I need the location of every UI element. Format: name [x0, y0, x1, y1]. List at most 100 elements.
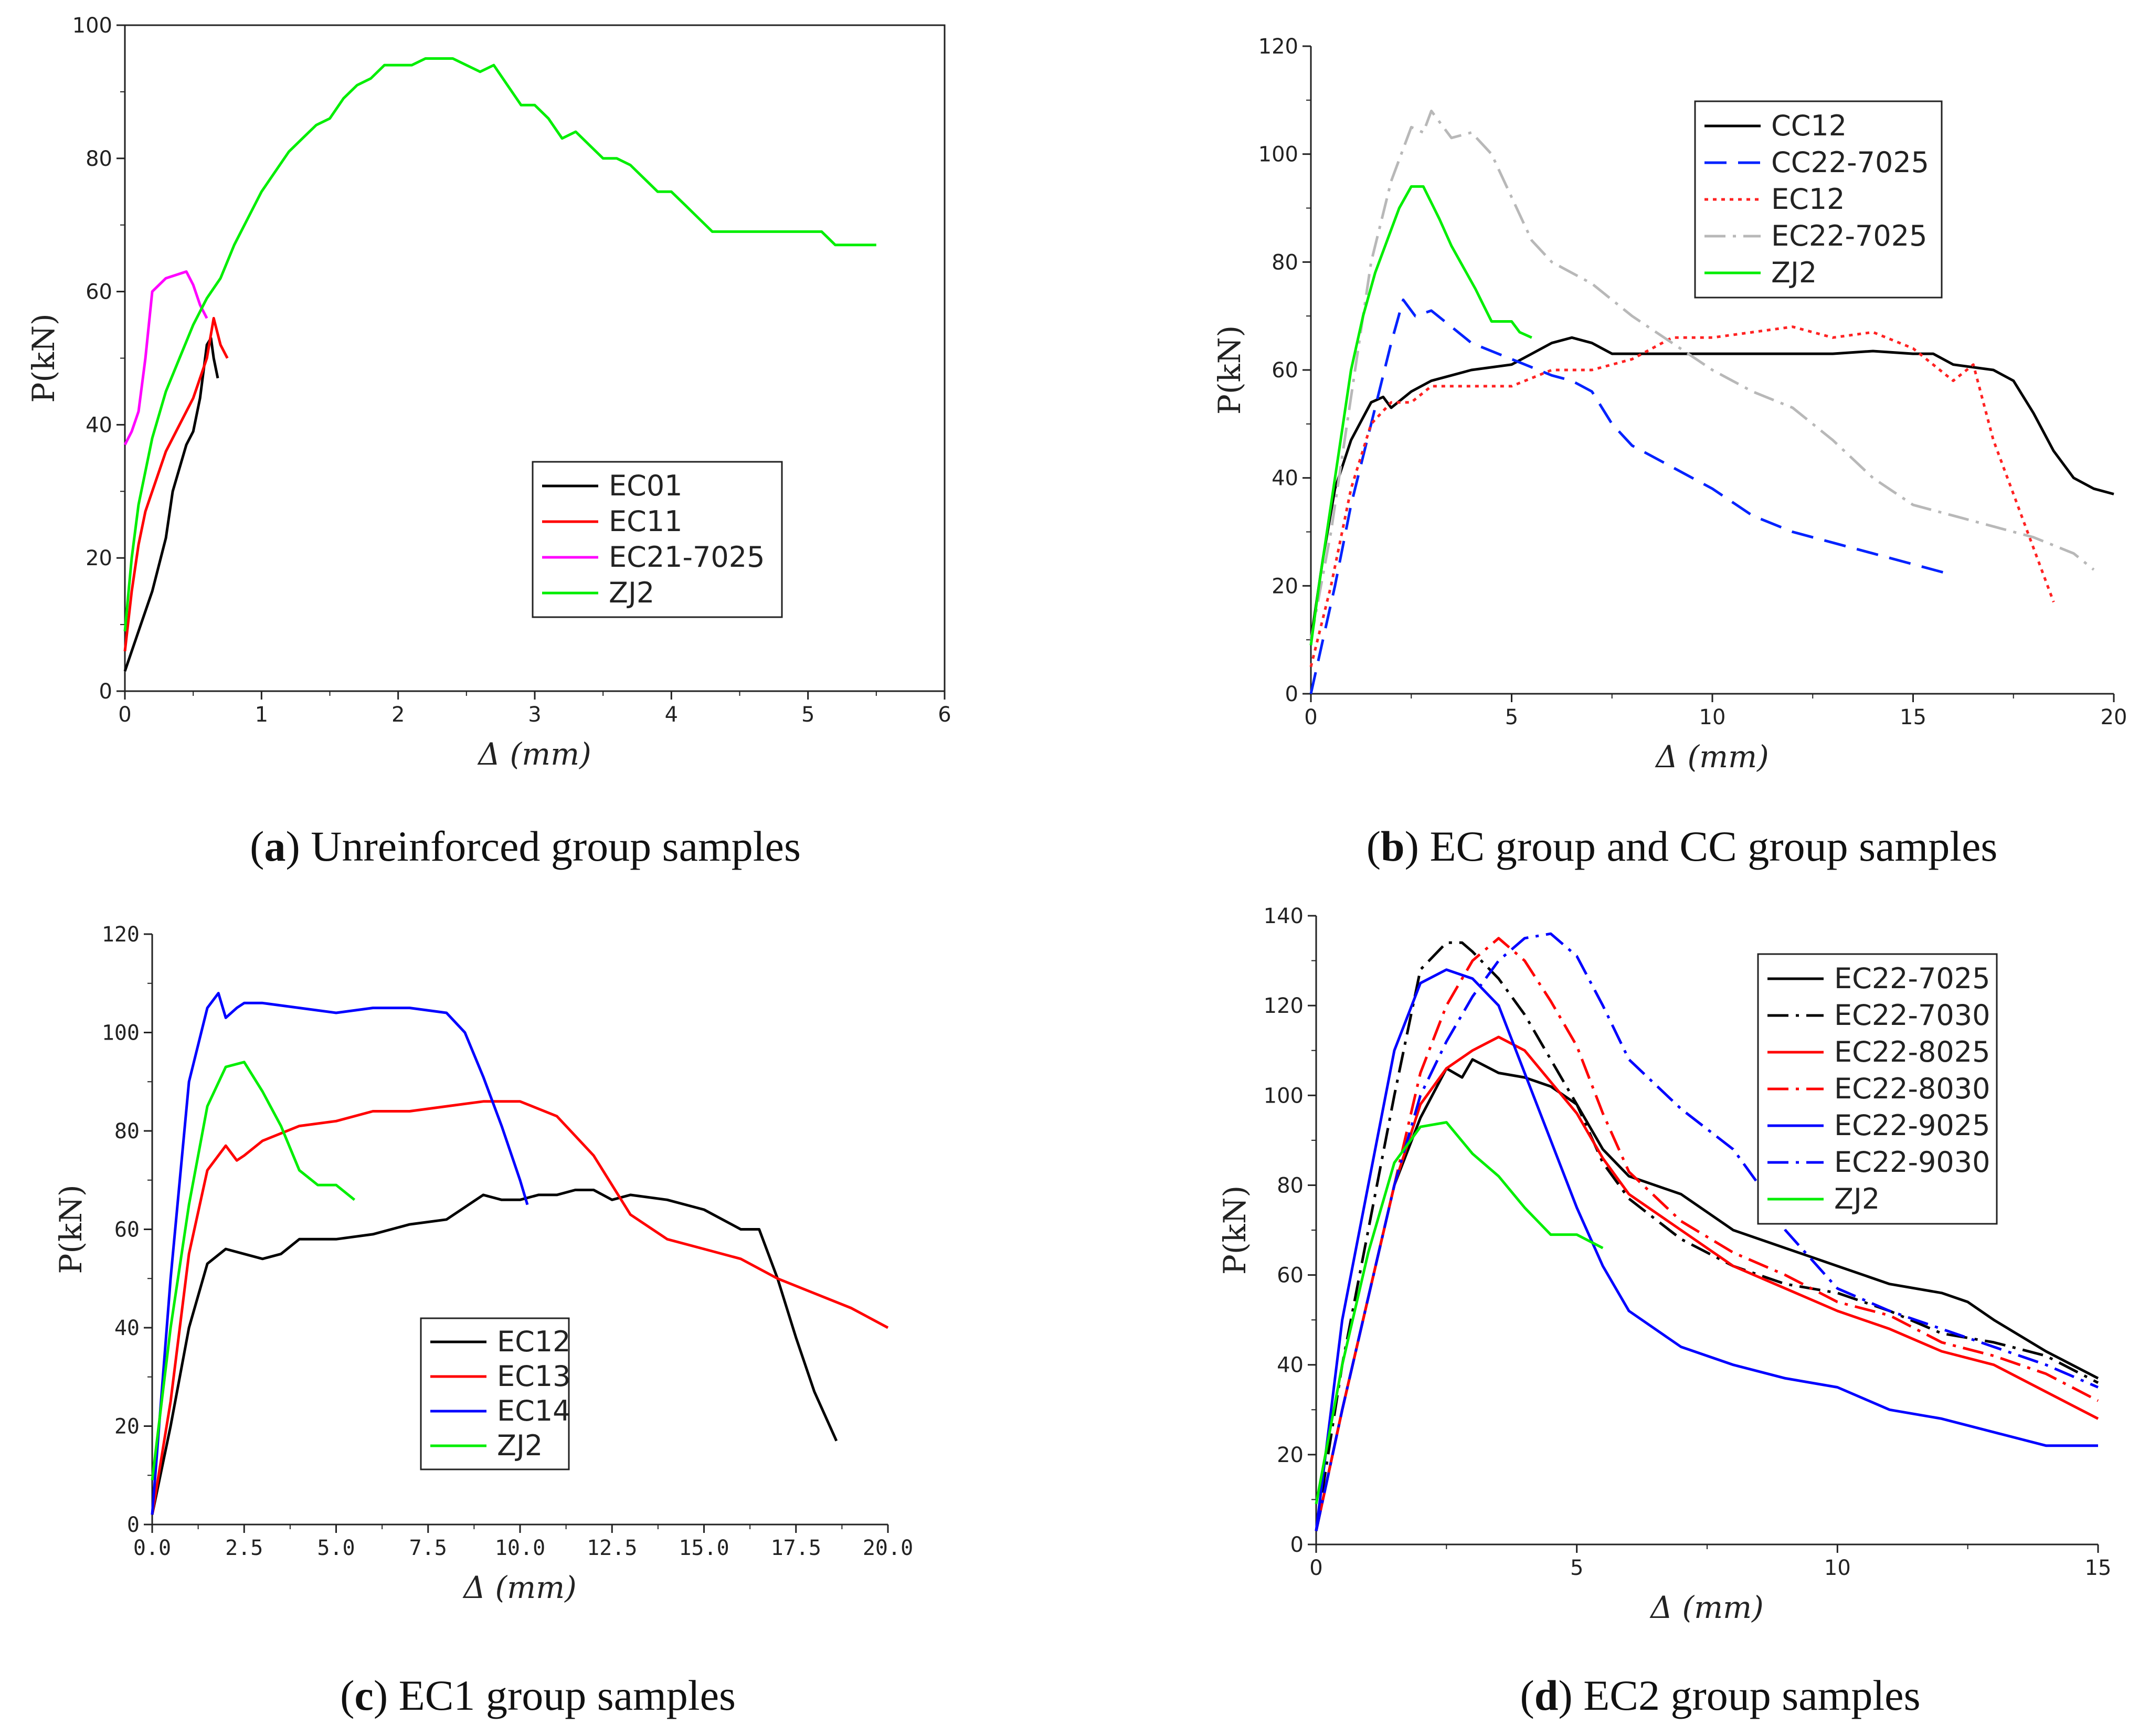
- series-line-ec22-7025: [1315, 1058, 2099, 1531]
- x-tick-label: 5: [1505, 705, 1518, 729]
- x-tick-label: 7.5: [409, 1536, 447, 1560]
- x-tick-label: 17.5: [771, 1536, 821, 1560]
- series-line-ec11: [123, 316, 229, 652]
- y-tick-label: 100: [1264, 1084, 1304, 1108]
- x-tick-label: 10.0: [495, 1536, 545, 1560]
- series-line-zj2: [1309, 185, 1532, 645]
- legend-label: EC22-8030: [1834, 1072, 1990, 1105]
- y-tick-label: 80: [114, 1119, 140, 1144]
- legend-label: EC22-7030: [1834, 999, 1990, 1032]
- caption-b-text: EC group and CC group samples: [1419, 822, 1997, 870]
- legend-label: CC22-7025: [1771, 146, 1929, 179]
- y-tick-label: 0: [1285, 682, 1298, 706]
- series-line-ec01: [123, 336, 219, 672]
- x-tick-label: 15: [1900, 705, 1926, 729]
- series-line-ec21-7025: [123, 270, 208, 446]
- x-tick-label: 4: [665, 703, 678, 727]
- legend-label: ZJ2: [1834, 1182, 1880, 1215]
- caption-a-letter: a: [264, 822, 285, 870]
- legend-label: EC22-7025: [1771, 219, 1927, 252]
- legend-label: EC01: [609, 469, 683, 502]
- y-tick-label: 20: [1272, 574, 1298, 598]
- x-axis-label: Δ (mm): [462, 1570, 577, 1605]
- y-tick-label: 0: [127, 1513, 140, 1537]
- y-tick-label: 40: [1277, 1353, 1304, 1378]
- legend-label: EC14: [497, 1394, 571, 1427]
- y-tick-label: 100: [1258, 143, 1298, 167]
- y-tick-label: 100: [72, 14, 112, 38]
- y-tick-label: 80: [1277, 1173, 1304, 1198]
- series-line-ec13: [151, 1100, 889, 1515]
- caption-b-letter: b: [1381, 822, 1405, 870]
- y-tick-label: 120: [102, 923, 140, 947]
- caption-d-text: EC2 group samples: [1573, 1671, 1921, 1719]
- x-tick-label: 15.0: [679, 1536, 729, 1560]
- x-tick-label: 10: [1699, 705, 1726, 729]
- legend-box: [420, 1317, 570, 1470]
- x-tick-label: 20.0: [863, 1536, 913, 1560]
- y-axis-label: P(kN): [26, 313, 61, 403]
- legend-label: ZJ2: [609, 576, 654, 609]
- caption-a: (a) Unreinforced group samples: [250, 822, 801, 870]
- series-line-ec22-9030: [1315, 932, 2099, 1531]
- legend-label: EC22-7025: [1834, 962, 1990, 995]
- y-tick-label: 0: [1290, 1533, 1304, 1557]
- y-tick-label: 20: [86, 546, 112, 570]
- y-tick-label: 40: [86, 413, 112, 437]
- x-tick-label: 6: [938, 703, 951, 727]
- legend-box: [1694, 100, 1943, 299]
- series-line-ec14: [151, 992, 529, 1515]
- x-tick-label: 5.0: [317, 1536, 355, 1560]
- x-tick-label: 15: [2085, 1556, 2112, 1580]
- caption-d: (d) EC2 group samples: [1520, 1671, 1920, 1719]
- caption-c-text: EC1 group samples: [388, 1671, 736, 1719]
- y-tick-label: 60: [1272, 358, 1298, 383]
- x-tick-label: 2: [391, 703, 405, 727]
- legend-label: EC22-9025: [1834, 1109, 1990, 1142]
- panel-d: 0 5 10 15 0 20 40 60 80 100 120 140 Δ (mm) P(kN) EC22-…: [1217, 904, 2111, 1625]
- x-axis-label: Δ (mm): [1649, 1590, 1764, 1625]
- series-line-ec12: [151, 1189, 838, 1515]
- y-tick-label: 120: [1258, 35, 1298, 59]
- series-line-cc12: [1309, 336, 2114, 640]
- y-tick-label: 80: [1272, 250, 1298, 274]
- y-tick-label: 140: [1264, 904, 1304, 928]
- x-tick-label: 0: [1309, 1556, 1322, 1580]
- x-tick-label: 10: [1824, 1556, 1851, 1580]
- series-line-zj2: [123, 57, 876, 632]
- legend-label: EC12: [497, 1325, 571, 1358]
- y-axis-label: P(kN): [1217, 1185, 1253, 1275]
- y-axis-label: P(kN): [1212, 325, 1247, 415]
- y-tick-label: 60: [86, 280, 112, 304]
- y-tick-label: 20: [1277, 1443, 1304, 1467]
- series-line-zj2: [1315, 1121, 1604, 1505]
- x-tick-label: 0.0: [133, 1536, 171, 1560]
- legend-label: EC22-9030: [1834, 1146, 1990, 1179]
- caption-d-letter: d: [1534, 1671, 1559, 1719]
- y-tick-label: 60: [114, 1218, 140, 1242]
- y-tick-label: 40: [114, 1316, 140, 1340]
- x-axis-label: Δ (mm): [477, 736, 591, 772]
- series-line-cc22-7025: [1309, 298, 1954, 694]
- legend-label: EC12: [1771, 183, 1845, 216]
- x-tick-label: 2.5: [225, 1536, 263, 1560]
- x-tick-label: 5: [801, 703, 814, 727]
- x-tick-label: 20: [2101, 705, 2127, 729]
- legend-box: [532, 461, 783, 618]
- y-tick-label: 60: [1277, 1264, 1304, 1288]
- caption-c: (c) EC1 group samples: [340, 1671, 736, 1719]
- series-line-ec12: [1309, 325, 2055, 668]
- legend-label: CC12: [1771, 109, 1847, 142]
- x-tick-label: 12.5: [587, 1536, 637, 1560]
- caption-a-text: Unreinforced group samples: [300, 822, 801, 870]
- x-tick-label: 1: [255, 703, 268, 727]
- y-tick-label: 80: [86, 147, 112, 171]
- y-tick-label: 0: [99, 680, 112, 704]
- x-tick-label: 3: [528, 703, 541, 727]
